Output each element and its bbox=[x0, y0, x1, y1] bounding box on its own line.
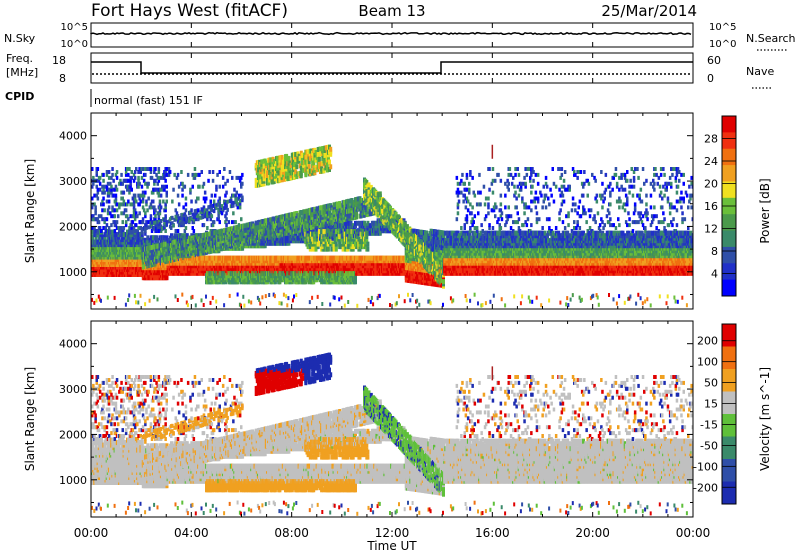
colorbar-swatch bbox=[722, 279, 736, 297]
velocity-panel: Slant Range [km] 1000 2000 3000 4000 200 100… bbox=[23, 320, 772, 518]
colorbar-tick-label: -200 bbox=[693, 481, 718, 494]
freq-tick-top: 18 bbox=[52, 54, 66, 67]
x-tick-label: 12:00 bbox=[375, 526, 410, 540]
nave-tick-bottom: 0 bbox=[707, 72, 714, 85]
colorbar-tick-label: 8 bbox=[711, 245, 718, 258]
x-tick-label: 00:00 bbox=[74, 526, 109, 540]
colorbar-swatch bbox=[722, 181, 736, 199]
colorbar-swatch bbox=[722, 459, 736, 482]
noise-right-tick-top: 10^5 bbox=[709, 22, 736, 33]
power-colorbar: 4 8 12 16 20 24 28 bbox=[704, 115, 737, 297]
freq-label-2: [MHz] bbox=[6, 66, 38, 79]
y-tick-label: 4000 bbox=[59, 130, 87, 143]
x-tick-label: 20:00 bbox=[575, 526, 610, 540]
freq-trace bbox=[91, 61, 693, 74]
y-tick-label: 2000 bbox=[59, 220, 87, 233]
colorbar-tick-label: 20 bbox=[704, 178, 718, 191]
colorbar-tick-label: 50 bbox=[704, 377, 718, 390]
colorbar-tick-label: 28 bbox=[704, 133, 718, 146]
cpid-panel: CPID normal (fast) 151 IF bbox=[5, 89, 203, 107]
time-axis-label: Time UT bbox=[366, 539, 417, 553]
y-tick-label: 3000 bbox=[59, 383, 87, 396]
colorbar-swatch bbox=[722, 116, 736, 133]
y-tick-label: 4000 bbox=[59, 338, 87, 351]
colorbar-tick-label: 24 bbox=[704, 155, 718, 168]
colorbar-tick-label: 15 bbox=[704, 398, 718, 411]
y-tick-label: 1000 bbox=[59, 474, 87, 487]
y-tick-label: 1000 bbox=[59, 266, 87, 279]
colorbar-swatch bbox=[722, 230, 736, 248]
noise-left-tick-top: 10^5 bbox=[61, 22, 88, 33]
nave-tick-top: 60 bbox=[707, 54, 721, 67]
colorbar-tick-label: -15 bbox=[700, 418, 718, 431]
y-tick-label: 2000 bbox=[59, 428, 87, 441]
colorbar-swatch bbox=[722, 369, 736, 392]
noise-trace bbox=[90, 31, 692, 36]
colorbar-swatch bbox=[722, 324, 736, 347]
cpid-text: normal (fast) 151 IF bbox=[94, 94, 203, 107]
colorbar-tick-label: -100 bbox=[693, 460, 718, 473]
x-tick-label: 08:00 bbox=[274, 526, 309, 540]
colorbar-tick-label: 200 bbox=[697, 335, 718, 348]
velocity-heatmap bbox=[91, 352, 693, 516]
beam-title: Beam 13 bbox=[358, 2, 425, 20]
colorbar-swatch bbox=[722, 148, 736, 166]
colorbar-swatch bbox=[722, 132, 736, 150]
freq-panel: Freq. [MHz] 18 8 60 0 Nave bbox=[6, 52, 774, 89]
power-panel: Slant Range [km] 1000 2000 3000 4000 4 8 12 16… bbox=[23, 112, 772, 310]
power-heatmap bbox=[91, 144, 693, 308]
radar-title: Fort Hays West (fitACF) bbox=[91, 1, 288, 21]
cpid-label: CPID bbox=[5, 90, 34, 103]
noise-left-tick-bottom: 10^0 bbox=[61, 39, 88, 50]
colorbar-swatch bbox=[722, 481, 736, 505]
nsearch-label: N.Search bbox=[746, 32, 796, 45]
colorbar-swatch bbox=[722, 214, 736, 232]
velocity-colorbar-label: Velocity [m s^-1] bbox=[758, 367, 772, 471]
colorbar-swatch bbox=[722, 246, 736, 264]
velocity-colorbar: 200 100 50 15 -15 -50 -100 -200 bbox=[693, 323, 737, 505]
noise-right-tick-bottom: 10^0 bbox=[709, 39, 736, 50]
y-tick-label: 3000 bbox=[59, 175, 87, 188]
date-title: 25/Mar/2014 bbox=[601, 2, 697, 20]
colorbar-swatch bbox=[722, 263, 736, 281]
colorbar-swatch bbox=[722, 391, 736, 415]
noise-panel: N.Sky 10^5 10^0 10^5 10^0 N.Search bbox=[4, 22, 796, 51]
colorbar-swatch bbox=[722, 414, 736, 437]
colorbar-tick-label: 12 bbox=[704, 223, 718, 236]
colorbar-swatch bbox=[722, 165, 736, 182]
colorbar-tick-label: 100 bbox=[697, 356, 718, 369]
colorbar-swatch bbox=[722, 346, 736, 370]
colorbar-tick-label: -50 bbox=[700, 439, 718, 452]
colorbar-swatch bbox=[722, 436, 736, 460]
velocity-ylabel: Slant Range [km] bbox=[23, 367, 37, 471]
x-tick-label: 04:00 bbox=[174, 526, 209, 540]
x-tick-label: 16:00 bbox=[475, 526, 510, 540]
power-colorbar-label: Power [dB] bbox=[758, 178, 772, 243]
nave-label: Nave bbox=[746, 65, 774, 78]
nsky-label: N.Sky bbox=[4, 32, 36, 45]
x-tick-label: 00:00 bbox=[676, 526, 711, 540]
freq-tick-bottom: 8 bbox=[59, 72, 66, 85]
power-ylabel: Slant Range [km] bbox=[23, 159, 37, 263]
colorbar-tick-label: 16 bbox=[704, 200, 718, 213]
time-axis: 00:00 04:00 08:00 12:00 16:00 20:00 00:00 bbox=[74, 23, 711, 540]
freq-label-1: Freq. bbox=[6, 52, 33, 65]
colorbar-tick-label: 4 bbox=[711, 268, 718, 281]
